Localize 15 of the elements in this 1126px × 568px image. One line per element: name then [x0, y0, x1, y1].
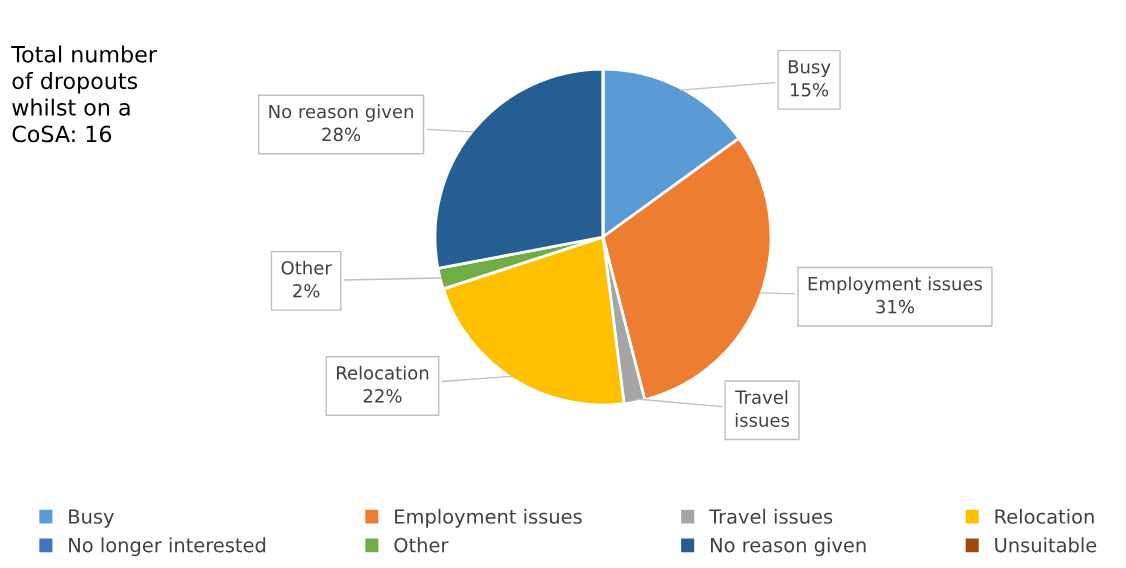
legend-label: Unsuitable — [995, 537, 1097, 553]
legend-label: Travel issues — [709, 508, 833, 524]
data-label: Travel issues — [735, 390, 790, 427]
data-label: Employment issues 31% — [808, 276, 983, 314]
data-label: Other 2% — [281, 260, 332, 298]
legend-label: No longer interested — [69, 537, 266, 557]
data-label: Relocation 22% — [337, 365, 429, 403]
text: Total number of dropouts whilst on a CoSA: 16 — [11, 45, 157, 143]
legend-label: Other — [394, 537, 449, 553]
legend-label: Busy — [69, 509, 114, 528]
data-label: No reason given 28% — [269, 104, 413, 142]
legend-label: Employment issues — [395, 508, 582, 528]
legend-label: No reason given — [710, 537, 866, 557]
legend-label: Relocation — [995, 508, 1094, 524]
data-label: Busy 15% — [788, 60, 831, 97]
